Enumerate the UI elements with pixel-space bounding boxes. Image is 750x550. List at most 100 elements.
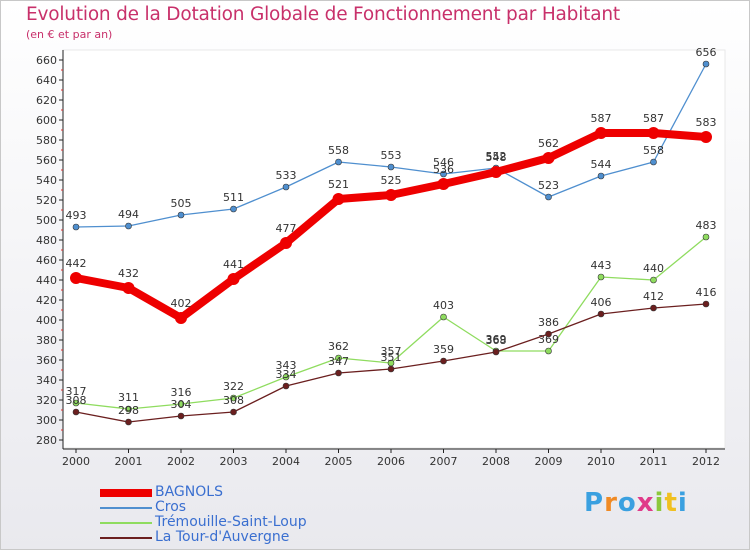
data-point — [650, 276, 657, 284]
data-label: 311 — [118, 391, 139, 404]
data-label: 298 — [118, 404, 139, 417]
data-point — [440, 313, 447, 321]
data-label: 523 — [538, 179, 559, 192]
y-tick-label: 640 — [36, 74, 57, 87]
legend-swatch — [100, 537, 152, 539]
legend-swatch — [100, 522, 152, 524]
data-point — [650, 304, 657, 312]
data-point — [175, 312, 187, 324]
y-tick-label: 660 — [36, 54, 57, 67]
data-label: 406 — [591, 296, 612, 309]
y-tick-label: 560 — [36, 154, 57, 167]
data-label: 316 — [171, 386, 192, 399]
data-label: 304 — [171, 398, 192, 411]
data-point — [70, 272, 82, 284]
legend-label: Cros — [155, 499, 187, 515]
y-tick-label: 420 — [36, 294, 57, 307]
line-chart: 280 300 320 340 360 380 400 420 440 460 480 500 520 5… — [36, 46, 726, 468]
y-tick-label: 620 — [36, 94, 57, 107]
data-point — [122, 282, 135, 294]
legend-swatch — [100, 489, 152, 497]
data-label: 553 — [381, 149, 402, 162]
data-label: 441 — [223, 258, 244, 271]
data-point — [72, 408, 80, 416]
series-la-tour-d-auvergne: 308 298 304 308 334 347 351 359 368 386 406 412 416 — [66, 286, 717, 426]
data-label: 416 — [696, 286, 717, 299]
data-label: 656 — [696, 46, 717, 59]
y-tick-label: 480 — [36, 234, 57, 247]
data-label: 494 — [118, 208, 139, 221]
data-label: 558 — [643, 144, 664, 157]
data-point — [490, 166, 502, 178]
legend-swatch — [100, 507, 152, 509]
data-point — [440, 357, 447, 365]
data-point — [335, 369, 342, 377]
data-point — [650, 158, 657, 166]
y-tick-label: 580 — [36, 134, 57, 147]
y-tick-label: 400 — [36, 314, 57, 327]
data-point — [702, 233, 710, 241]
data-label: 403 — [433, 299, 454, 312]
data-point — [545, 330, 552, 338]
data-point — [702, 300, 710, 308]
data-label: 562 — [538, 137, 559, 150]
y-tick-label: 320 — [36, 394, 57, 407]
data-point — [125, 418, 132, 426]
x-tick-label: 2009 — [535, 455, 563, 468]
data-point — [282, 373, 290, 381]
data-point — [437, 178, 450, 190]
chart-title: Evolution de la Dotation Globale de Fonc… — [26, 4, 620, 25]
y-tick-label: 280 — [36, 434, 57, 447]
x-tick-label: 2011 — [640, 455, 668, 468]
data-point — [387, 163, 395, 171]
data-label: 368 — [486, 334, 507, 347]
x-tick-label: 2006 — [377, 455, 405, 468]
proxiti-logo: Proxiti — [584, 488, 688, 518]
y-tick-label: 600 — [36, 114, 57, 127]
data-label: 308 — [223, 394, 244, 407]
x-tick-label: 2001 — [115, 455, 143, 468]
data-label: 308 — [66, 394, 87, 407]
y-tick-label: 340 — [36, 374, 57, 387]
data-point — [332, 193, 345, 205]
y-tick-label: 300 — [36, 414, 57, 427]
y-tick-label: 460 — [36, 254, 57, 267]
series-bagnols: 442 432 402 441 477 521 525 536 548 562 587 587 583 — [66, 112, 717, 324]
data-label: 362 — [328, 340, 349, 353]
data-point — [125, 222, 132, 230]
data-point — [282, 183, 290, 191]
legend-label: BAGNOLS — [155, 484, 223, 500]
data-point — [335, 158, 342, 166]
x-tick-label: 2008 — [482, 455, 510, 468]
y-tick-label: 380 — [36, 334, 57, 347]
y-tick-label: 360 — [36, 354, 57, 367]
data-point — [72, 223, 80, 231]
x-tick-label: 2010 — [587, 455, 615, 468]
data-point — [597, 172, 605, 180]
data-label: 369 — [486, 333, 507, 346]
data-label: 493 — [66, 209, 87, 222]
data-label: 412 — [643, 290, 664, 303]
data-point — [385, 189, 397, 201]
data-label: 347 — [328, 355, 349, 368]
data-point — [700, 131, 712, 143]
data-point — [702, 60, 710, 68]
data-point — [227, 273, 240, 285]
data-point — [492, 348, 500, 356]
data-point — [597, 273, 605, 281]
data-label: 558 — [328, 144, 349, 157]
data-label: 442 — [66, 257, 87, 270]
data-point — [177, 412, 185, 420]
data-point — [387, 365, 395, 373]
data-label: 587 — [643, 112, 664, 125]
data-label: 477 — [276, 222, 297, 235]
data-point — [282, 382, 290, 390]
x-tick-label: 2007 — [430, 455, 458, 468]
data-label: 386 — [538, 316, 559, 329]
data-point — [595, 127, 607, 139]
logo-letter: i — [654, 488, 665, 518]
data-label: 552 — [486, 150, 507, 163]
data-label: 521 — [328, 178, 349, 191]
data-point — [545, 193, 552, 201]
data-point — [125, 405, 132, 413]
